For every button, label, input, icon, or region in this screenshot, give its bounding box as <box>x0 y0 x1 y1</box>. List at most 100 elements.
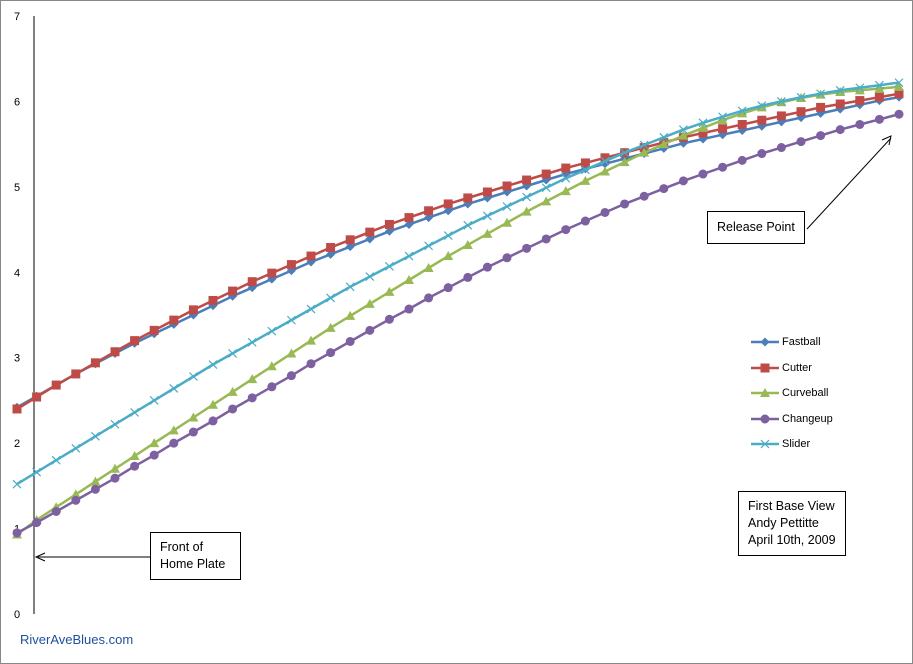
cutter-point <box>502 181 512 191</box>
changeup-point <box>365 325 375 335</box>
cutter-point <box>110 347 120 357</box>
cutter-point <box>463 193 473 203</box>
cutter-point <box>443 199 453 209</box>
cutter-point <box>580 158 590 168</box>
slider-point <box>874 80 884 90</box>
fastball-point <box>365 234 375 244</box>
cutter-point <box>639 143 649 153</box>
info-pitcher-label: Andy Pettitte <box>748 516 819 530</box>
slider-point <box>228 349 238 358</box>
cutter-point <box>149 325 159 335</box>
slider-point <box>855 83 865 93</box>
cutter-point <box>835 99 845 109</box>
changeup-point <box>796 137 806 147</box>
slider-point <box>482 211 492 221</box>
fastball-point <box>345 242 355 252</box>
curveball-point <box>325 322 336 332</box>
changeup-line <box>16 112 900 534</box>
cutter-point <box>12 404 22 414</box>
changeup-point <box>639 191 649 201</box>
cutter-point <box>71 369 81 379</box>
cutter-point <box>482 187 492 197</box>
cutter-point <box>169 315 179 325</box>
slider-point <box>561 173 571 183</box>
curveball-point <box>404 274 414 284</box>
y-tick-label: 3 <box>14 353 20 365</box>
slider-point <box>718 112 728 122</box>
y-tick-label: 4 <box>14 267 20 279</box>
y-tick-label: 6 <box>14 96 20 108</box>
slider-point <box>541 183 551 193</box>
y-tick-label: 5 <box>14 182 20 194</box>
slider-point <box>639 140 649 150</box>
changeup-point <box>835 125 845 135</box>
cutter-point <box>51 380 61 390</box>
cutter-point <box>698 128 708 138</box>
y-tick-label: 7 <box>14 11 20 23</box>
changeup-point <box>463 272 473 282</box>
changeup-point <box>678 176 688 186</box>
slider-point <box>600 156 610 166</box>
changeup-point <box>169 438 179 448</box>
y-tick-label: 2 <box>14 438 20 450</box>
slider-point <box>51 455 61 465</box>
release-point-callout: Release Point <box>707 211 805 244</box>
curveball-point <box>208 399 218 409</box>
curveball-point <box>168 425 179 435</box>
y-tick-label: 0 <box>14 609 20 621</box>
curveball-point <box>110 463 120 473</box>
cutter-point <box>776 111 786 121</box>
slider-point <box>522 192 532 202</box>
changeup-point <box>855 119 865 129</box>
curveball-point <box>560 186 571 196</box>
curveball-point <box>70 489 81 499</box>
legend-swatch-marker <box>760 388 770 397</box>
home-plate-label-line2: Home Plate <box>160 557 226 571</box>
slider-point <box>32 467 42 477</box>
slider-point <box>208 360 218 369</box>
changeup-point <box>874 114 884 124</box>
cutter-point <box>365 227 375 237</box>
slider-point <box>71 443 81 453</box>
curveball-point <box>286 348 297 358</box>
site-watermark: RiverAveBlues.com <box>20 632 134 647</box>
curveball-point <box>482 228 493 238</box>
legend-label: Changeup <box>782 412 833 425</box>
cutter-point <box>306 251 316 261</box>
cutter-point <box>737 119 747 129</box>
slider-point <box>404 251 414 261</box>
curveball-point <box>443 251 454 261</box>
slider-point <box>12 479 22 489</box>
legend-label: Fastball <box>782 336 821 348</box>
series-changeup <box>12 109 904 538</box>
changeup-point <box>267 382 277 392</box>
cutter-point <box>228 286 238 296</box>
cutter-point <box>855 96 865 106</box>
changeup-point <box>482 262 492 272</box>
slider-point <box>90 431 100 441</box>
changeup-point <box>404 304 414 314</box>
home-plate-label-line1: Front of <box>160 540 204 554</box>
cutter-point <box>404 213 414 223</box>
curveball-point <box>266 361 277 371</box>
info-view-label: First Base View <box>748 499 835 513</box>
changeup-point <box>443 283 453 293</box>
changeup-point <box>306 359 316 369</box>
slider-point <box>737 106 747 116</box>
legend-item-slider: Slider <box>750 434 860 460</box>
changeup-point <box>90 484 100 494</box>
changeup-point <box>502 253 512 263</box>
release-point-label: Release Point <box>717 220 795 234</box>
release-point-arrowhead <box>881 135 892 146</box>
series-cutter <box>12 89 904 414</box>
changeup-point <box>51 506 61 516</box>
curveball-point <box>678 130 689 140</box>
legend-swatch-marker <box>760 337 770 347</box>
slider-point <box>286 315 296 325</box>
release-point-arrow <box>806 137 892 230</box>
cutter-point <box>208 295 218 305</box>
cutter-point <box>424 206 434 216</box>
cutter-point <box>384 219 394 229</box>
cutter-point <box>718 124 728 134</box>
legend-swatch-marker <box>760 363 770 372</box>
